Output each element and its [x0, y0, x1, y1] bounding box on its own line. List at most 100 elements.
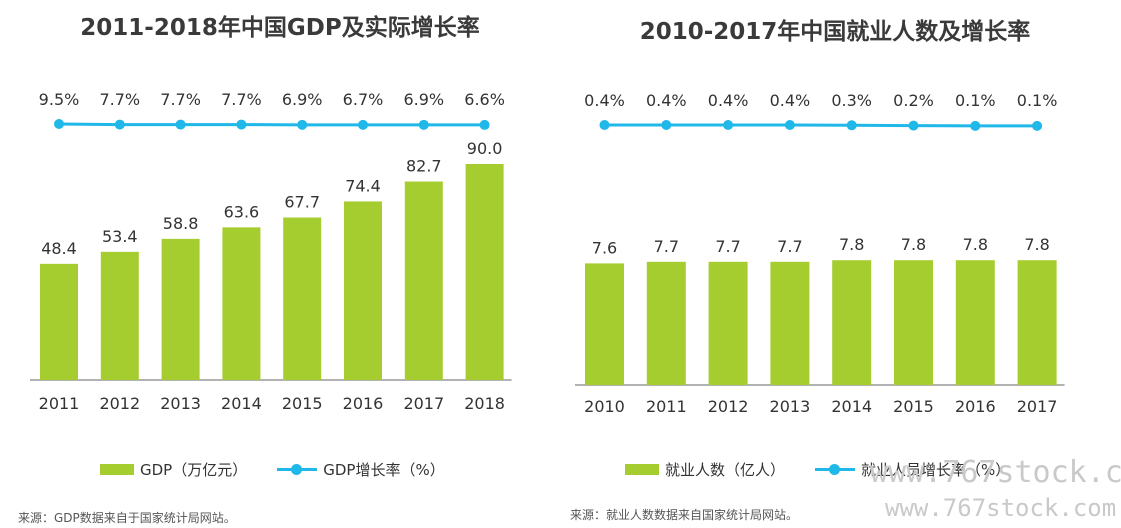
growth-data-label: 6.9%: [282, 90, 323, 109]
growth-point: [599, 120, 610, 130]
x-tick-label: 2015: [282, 394, 323, 413]
x-tick-label: 2013: [160, 394, 201, 413]
left-source-note: 来源：GDP数据来自于国家统计局网站。: [18, 511, 236, 525]
bar-data-label: 67.7: [284, 193, 320, 212]
x-tick-label: 2016: [955, 397, 996, 416]
growth-data-label: 0.4%: [584, 91, 625, 110]
right-source-note: 来源：就业人数数据来自国家统计局网站。: [570, 508, 799, 522]
bar: [283, 217, 322, 380]
growth-point: [970, 120, 981, 131]
growth-data-label: 6.9%: [403, 90, 444, 109]
bar: [100, 251, 139, 380]
bar-data-label: 7.8: [963, 235, 988, 254]
bar: [465, 164, 504, 380]
legend-swatch-line: [277, 464, 318, 475]
growth-data-label: 0.4%: [770, 91, 811, 110]
growth-data-label: 0.2%: [893, 91, 934, 110]
growth-data-label: 0.3%: [831, 91, 872, 110]
x-tick-label: 2017: [1017, 397, 1058, 416]
bar: [894, 260, 933, 385]
x-tick-label: 2018: [464, 394, 505, 413]
growth-point: [358, 119, 368, 130]
bar-data-label: 7.7: [777, 237, 802, 256]
growth-data-label: 0.1%: [955, 91, 996, 110]
growth-line: [58, 122, 485, 127]
bar: [344, 201, 382, 380]
growth-data-label: 6.6%: [464, 90, 505, 109]
bar-data-label: 7.7: [654, 237, 679, 256]
bar-data-label: 7.7: [715, 237, 740, 256]
x-tick-label: 2014: [221, 394, 262, 413]
bar: [646, 261, 686, 385]
legend-swatch-bar: [625, 464, 659, 475]
growth-data-label: 9.5%: [39, 90, 80, 109]
bar: [161, 238, 200, 380]
bar: [40, 263, 78, 380]
bar: [404, 181, 443, 380]
x-tick-label: 2016: [343, 394, 384, 413]
x-tick-label: 2010: [584, 397, 625, 416]
bar: [955, 260, 995, 385]
growth-point: [54, 119, 64, 129]
legend-item-employment: 就业人数（亿人）: [625, 459, 785, 480]
legend-item-employment-growth: 就业人员增长率（%）: [815, 459, 1010, 480]
growth-point: [784, 120, 795, 130]
bar: [222, 227, 261, 380]
bar-data-label: 82.7: [406, 157, 442, 176]
growth-point: [661, 120, 672, 130]
bar: [832, 260, 872, 385]
legend-swatch-bar: [100, 464, 134, 475]
bar-data-label: 58.8: [163, 214, 199, 233]
legend-swatch-line: [815, 464, 856, 475]
right-chart-title: 2010-2017年中国就业人数及增长率: [639, 19, 1031, 45]
legend-label-gdp: GDP（万亿元）: [140, 461, 248, 479]
x-tick-label: 2013: [770, 397, 811, 416]
bar-data-label: 7.6: [592, 238, 617, 257]
growth-point: [297, 119, 308, 130]
legend-label-employment-growth: 就业人员增长率（%）: [861, 461, 1011, 479]
right-legend: 就业人数（亿人） 就业人员增长率（%）: [625, 459, 1040, 480]
growth-data-label: 0.4%: [646, 91, 687, 110]
bar: [770, 261, 810, 385]
growth-point: [479, 119, 490, 130]
bar-data-label: 48.4: [41, 239, 77, 258]
bar-data-label: 63.6: [224, 202, 260, 221]
x-tick-label: 2015: [893, 397, 934, 416]
growth-point: [846, 120, 857, 131]
legend-label-gdp-growth: GDP增长率（%）: [323, 461, 445, 479]
bar-data-label: 7.8: [1024, 235, 1049, 254]
watermark-line-2: www.767stock.com: [885, 494, 1117, 522]
x-tick-label: 2012: [99, 394, 140, 413]
legend-item-gdp-growth: GDP增长率（%）: [277, 459, 445, 480]
growth-data-label: 6.7%: [343, 90, 384, 109]
growth-point: [418, 119, 429, 130]
growth-point: [236, 119, 247, 130]
legend-item-gdp: GDP（万亿元）: [100, 459, 247, 480]
growth-data-label: 7.7%: [99, 90, 140, 109]
left-chart-title: 2011-2018年中国GDP及实际增长率: [80, 15, 480, 41]
growth-point: [175, 119, 186, 130]
x-tick-label: 2011: [646, 397, 687, 416]
growth-data-label: 7.7%: [160, 90, 201, 109]
growth-data-label: 0.4%: [708, 91, 749, 110]
x-tick-label: 2014: [831, 397, 872, 416]
watermark-line-1: www.767stock.co: [870, 455, 1121, 490]
bar-data-label: 90.0: [467, 139, 503, 158]
x-tick-label: 2017: [403, 394, 444, 413]
legend-label-employment: 就业人数（亿人）: [665, 461, 786, 479]
bar: [1017, 260, 1057, 385]
bar-data-label: 7.8: [839, 235, 864, 254]
growth-point: [908, 120, 919, 131]
growth-point: [114, 119, 125, 130]
bar: [708, 261, 748, 385]
bar: [585, 263, 624, 385]
bar-data-label: 53.4: [102, 227, 138, 246]
bar-data-label: 74.4: [345, 176, 381, 195]
growth-point: [1032, 120, 1043, 131]
left-legend: GDP（万亿元） GDP增长率（%）: [100, 459, 475, 480]
bar-data-label: 7.8: [901, 235, 926, 254]
growth-line: [604, 123, 1038, 128]
growth-data-label: 0.1%: [1017, 91, 1058, 110]
x-tick-label: 2012: [708, 397, 749, 416]
